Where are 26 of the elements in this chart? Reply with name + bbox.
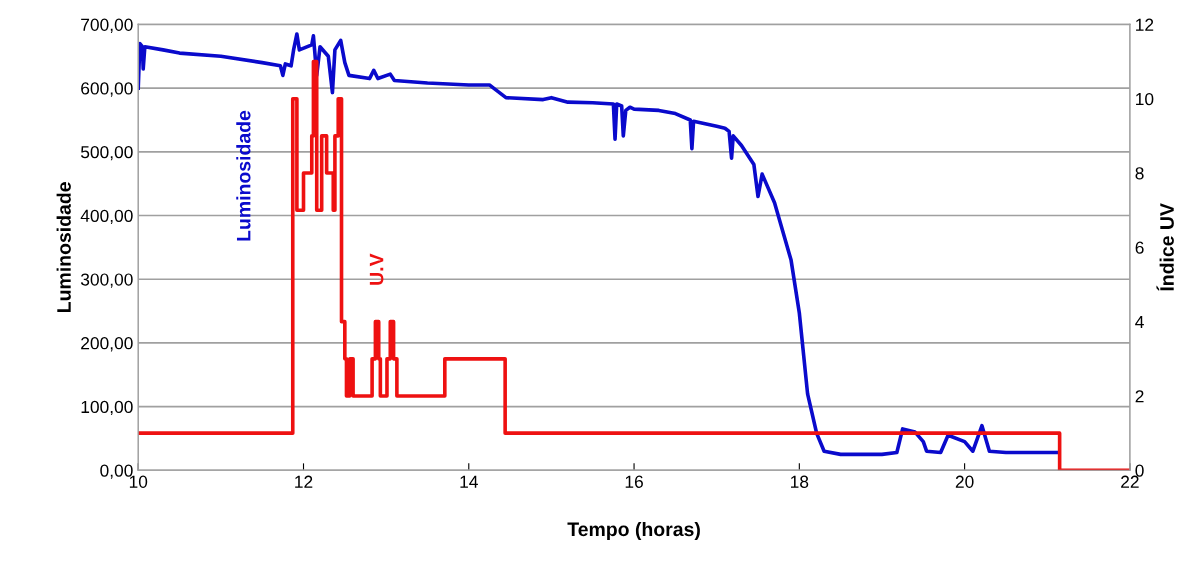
y2-tick-label: 2	[1135, 390, 1144, 403]
y-tick-label: 400,00	[80, 209, 133, 225]
x-axis-title: Tempo (horas)	[567, 521, 700, 541]
y-tick-label: 700,00	[81, 18, 133, 33]
x-tick-label: 14	[460, 475, 478, 488]
text: U.V	[369, 253, 384, 285]
x-tick-label: 22	[1121, 475, 1139, 488]
y-tick-label: 200,00	[81, 337, 133, 352]
y2-tick-label: 8	[1135, 167, 1144, 180]
x-tick-label: 18	[791, 475, 809, 488]
x-tick-label: 16	[625, 475, 643, 488]
x-tick-label: 12	[295, 475, 313, 488]
line-series	[138, 32, 1059, 457]
y-tick-label: 600,00	[81, 82, 133, 97]
y2-tick-label: 4	[1135, 316, 1144, 328]
y-tick-label: 300,00	[80, 273, 133, 288]
y2-tick-label: 12	[1136, 18, 1154, 31]
x-tick-label: 20	[955, 475, 974, 488]
y-axis-title: Luminosidade	[56, 182, 71, 312]
y-tick-label: 100,00	[81, 400, 133, 416]
y2-tick-label: 10	[1136, 92, 1154, 106]
y2-axis-title: Índice UV	[1156, 203, 1174, 291]
y-tick-label: 500,00	[80, 145, 133, 161]
y2-tick-label: 6	[1135, 241, 1144, 254]
text: Luminosidade	[236, 110, 251, 241]
y2-tick-label: 0	[1135, 464, 1144, 477]
